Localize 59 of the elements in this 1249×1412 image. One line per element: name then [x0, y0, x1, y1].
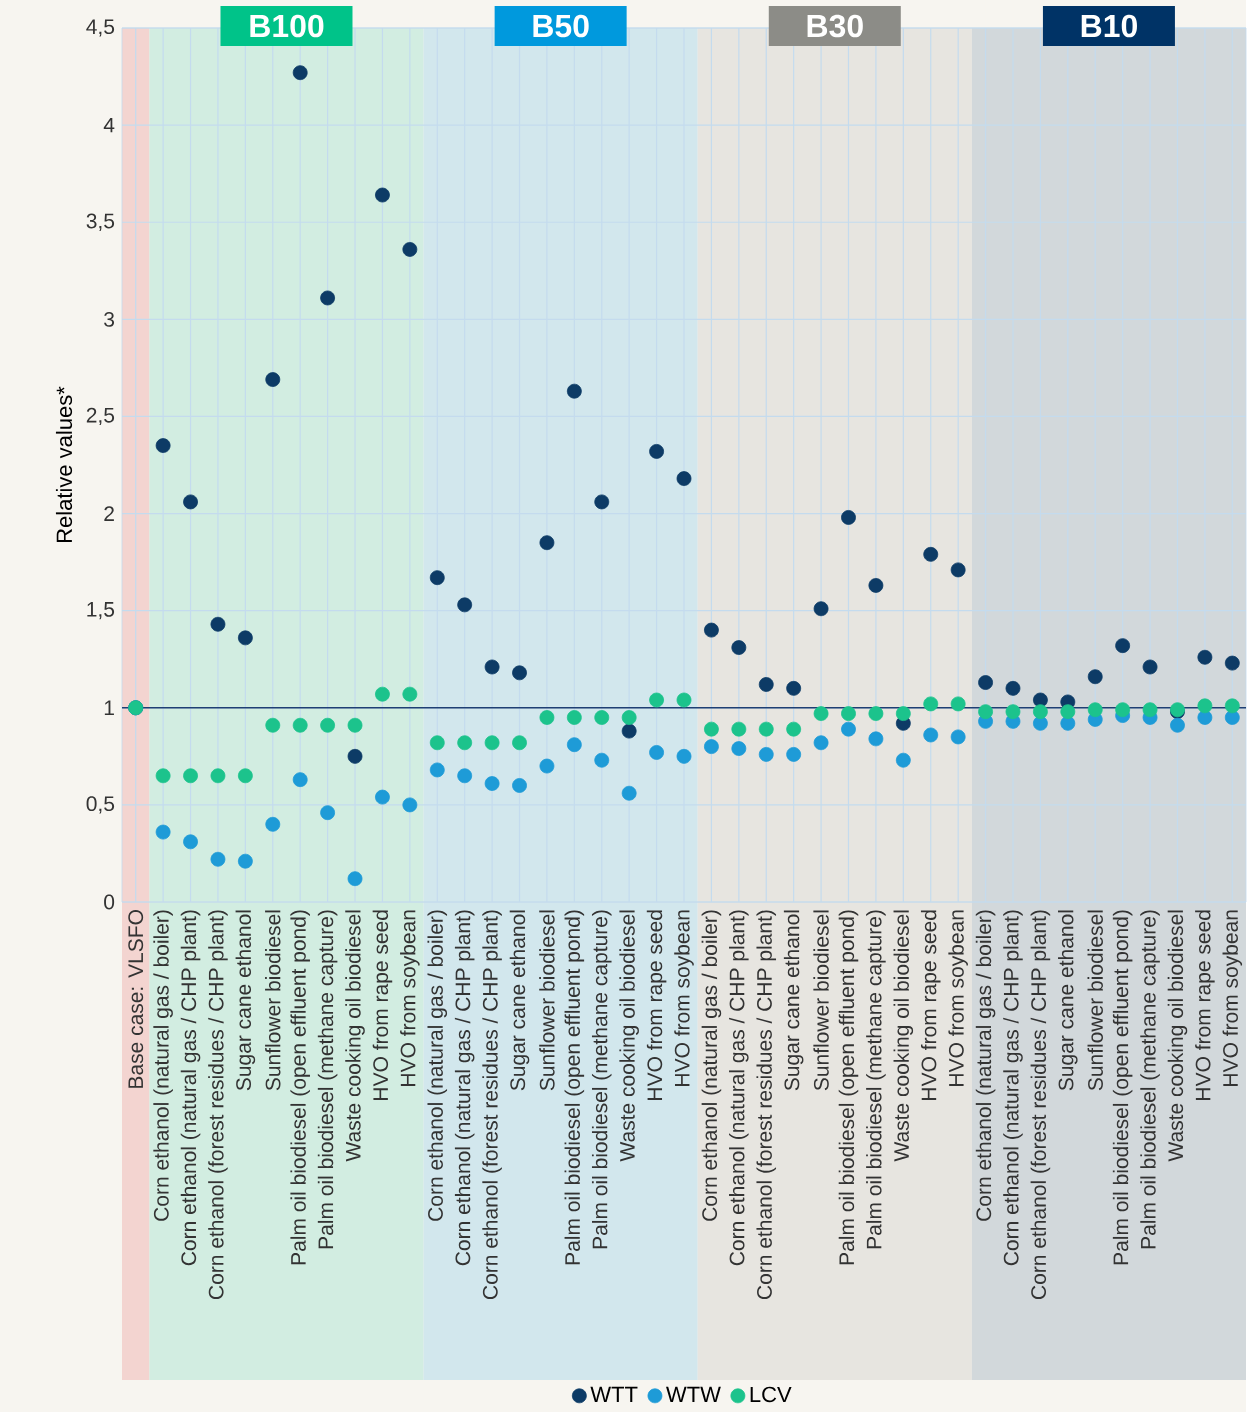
x-tick-label: Sugar cane ethanol — [1058, 910, 1078, 1091]
x-tick-label: Corn ethanol (natural gas / boiler) — [975, 910, 996, 1221]
annotation: B50 — [533, 14, 589, 38]
y-tick-label: 3 — [104, 311, 115, 327]
x-tick-label: HVO from soybean — [400, 910, 420, 1086]
legend-label: LCV — [750, 1386, 792, 1403]
x-tick-label: Waste cooking oil biodiesel — [619, 910, 640, 1162]
x-tick-label: Corn ethanol (natural gas / boiler) — [701, 910, 722, 1221]
x-tick-label: Corn ethanol (natural gas / CHP plant) — [455, 910, 475, 1266]
y-tick-label: 4,5 — [86, 19, 115, 37]
y-tick-label: 2,5 — [86, 407, 115, 426]
legend-label: WTT — [590, 1386, 638, 1402]
x-tick-label: Palm oil biodiesel (methane capture) — [592, 910, 612, 1249]
y-tick-label: 4 — [103, 117, 115, 133]
x-tick-label: Sugar cane ethanol — [235, 910, 256, 1091]
annotation: B30 — [807, 14, 863, 38]
x-tick-label: Palm oil biodiesel (methane capture) — [866, 910, 886, 1249]
x-tick-label: Corn ethanol (forest residues / CHP plant) — [208, 910, 228, 1299]
x-tick-label: Corn ethanol (natural gas / boiler) — [427, 910, 448, 1221]
y-tick-label: 1,5 — [87, 602, 115, 620]
x-tick-label: Sunflower biodiesel — [1087, 910, 1104, 1091]
x-tick-label: HVO from rape seed — [921, 910, 941, 1100]
x-tick-label: Palm oil biodiesel (methane capture) — [317, 910, 338, 1249]
x-tick-label: HVO from rape seed — [372, 910, 393, 1100]
x-tick-label: Corn ethanol (natural gas / CHP plant) — [1003, 910, 1023, 1266]
x-tick-label: HVO from soybean — [948, 910, 969, 1086]
y-tick-label: 0 — [104, 894, 115, 910]
x-tick-label: Corn ethanol (natural gas / CHP plant) — [729, 910, 749, 1266]
x-tick-label: Sunflower biodiesel — [539, 910, 555, 1091]
x-tick-label: Sunflower biodiesel — [813, 910, 829, 1091]
x-tick-label: HVO from soybean — [1222, 910, 1243, 1086]
annotation: B100 — [250, 14, 324, 38]
y-tick-label: 2 — [104, 506, 115, 521]
x-tick-label: Sunflower biodiesel — [265, 910, 281, 1091]
x-tick-label: Corn ethanol (natural gas / CHP plant) — [180, 910, 201, 1266]
x-tick-label: Sugar cane ethanol — [509, 910, 530, 1091]
x-tick-label: Palm oil biodiesel (open effluent pond) — [290, 910, 311, 1265]
x-tick-label: Waste cooking oil biodiesel — [1167, 910, 1188, 1162]
x-tick-label: Palm oil biodiesel (open effluent pond) — [838, 910, 859, 1265]
y-tick-label: 0,5 — [86, 796, 115, 814]
x-tick-label: Palm oil biodiesel (open effluent pond) — [1112, 910, 1133, 1265]
x-tick-label: Palm oil biodiesel (open effluent pond) — [564, 910, 585, 1265]
x-tick-label: Sugar cane ethanol — [784, 910, 804, 1091]
y-tick-label: 1 — [105, 700, 115, 716]
x-tick-label: HVO from rape seed — [646, 910, 667, 1100]
x-tick-label: Waste cooking oil biodiesel — [345, 910, 365, 1162]
x-tick-label: Corn ethanol (forest residues / CHP plant) — [1030, 910, 1051, 1299]
y-tick-label: 3,5 — [86, 213, 115, 231]
x-tick-label: Corn ethanol (forest residues / CHP plant) — [482, 910, 503, 1299]
x-tick-label: Waste cooking oil biodiesel — [893, 910, 914, 1162]
annotation: B10 — [1081, 14, 1138, 38]
x-tick-label: HVO from soybean — [674, 910, 694, 1086]
legend-label: WTW — [666, 1386, 721, 1402]
x-tick-label: HVO from rape seed — [1195, 910, 1215, 1100]
x-tick-label: Corn ethanol (forest residues / CHP plant) — [756, 910, 777, 1299]
x-tick-label: Base case: VLSFO — [128, 910, 144, 1088]
y-axis-title: Relative values* — [56, 386, 73, 543]
x-tick-label: Corn ethanol (natural gas / boiler) — [153, 910, 174, 1221]
x-tick-label: Palm oil biodiesel (methane capture) — [1140, 910, 1160, 1249]
